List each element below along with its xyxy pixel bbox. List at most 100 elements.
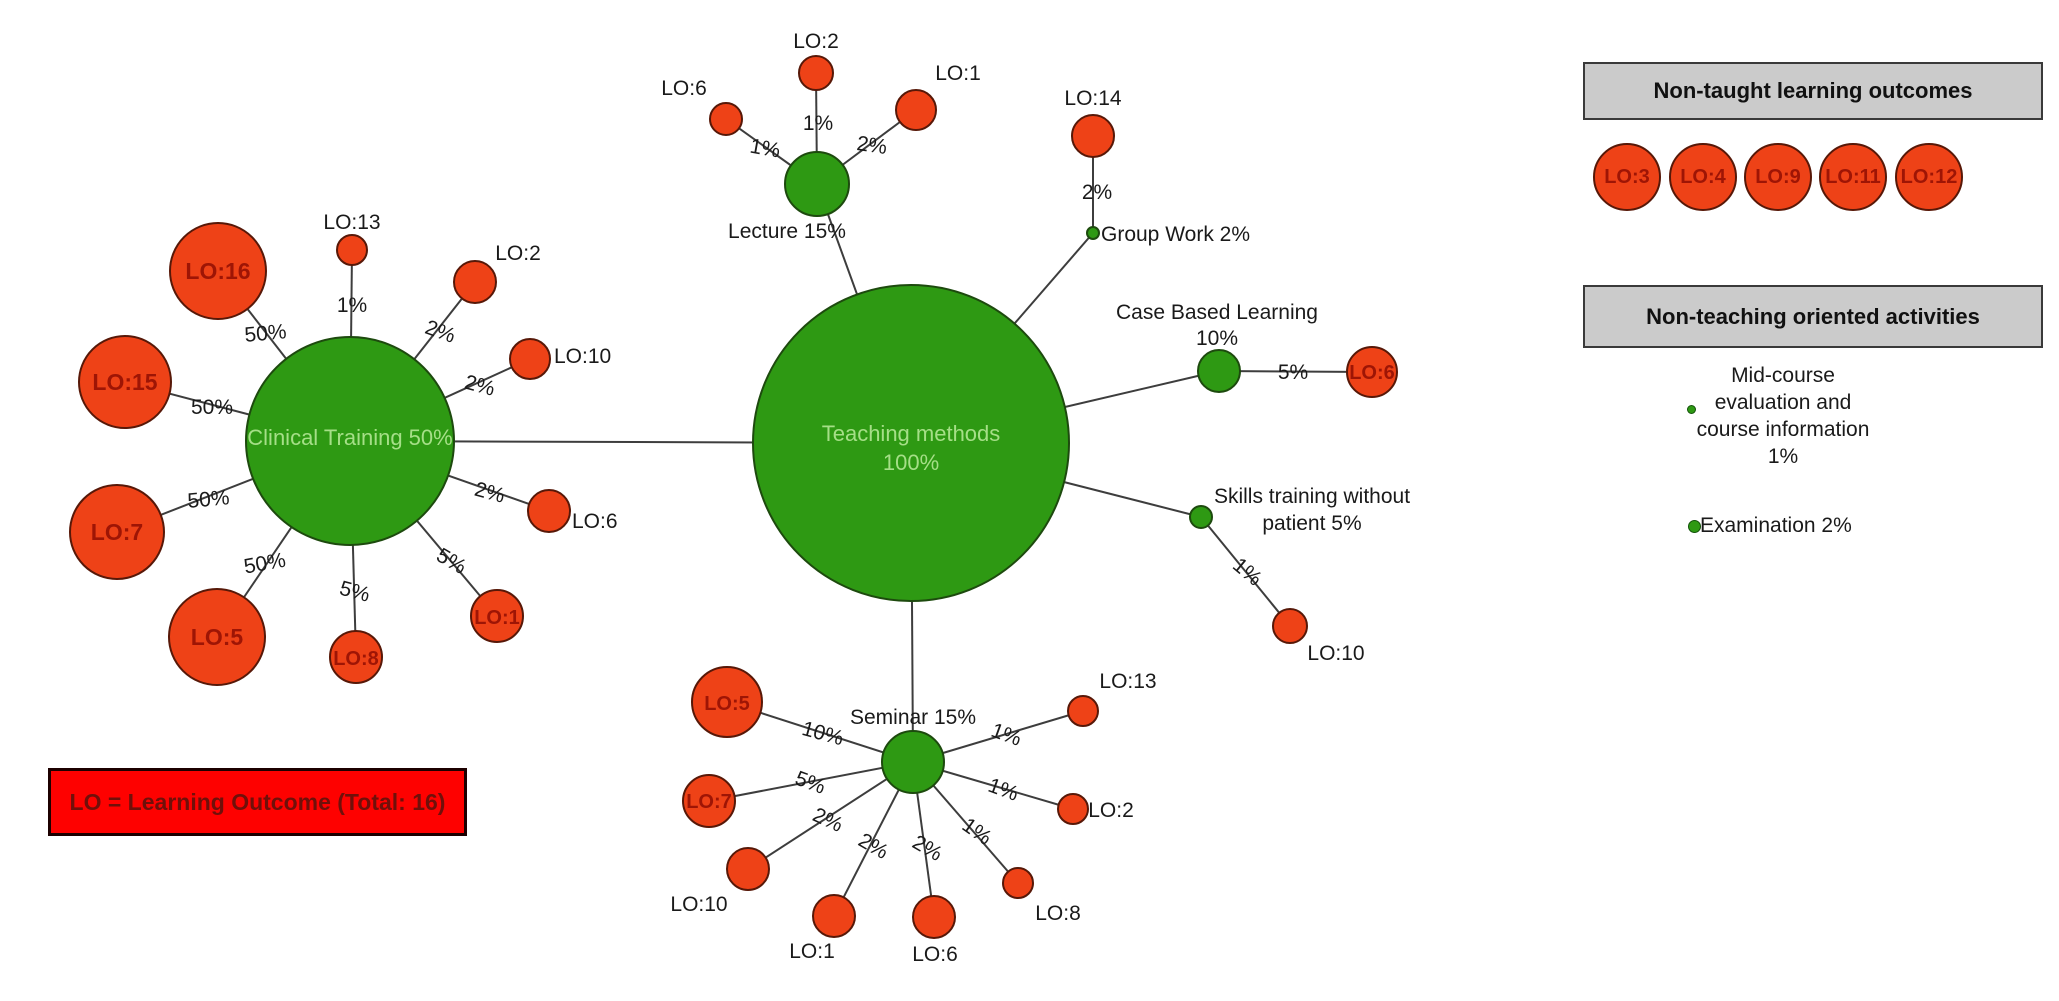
label-lo6c: LO:6	[572, 510, 618, 533]
node-lo5s	[691, 666, 763, 738]
mid-course-evaluation-label: Mid-course evaluation and course informati…	[1653, 362, 1913, 470]
node-cbl	[1197, 349, 1241, 393]
edge-label-groupwork-lo14: 2%	[1082, 181, 1112, 204]
edge-label-seminar-lo7s: 5%	[792, 767, 828, 799]
node-lo6s	[912, 895, 956, 939]
label-groupwork: Group Work 2%	[1101, 223, 1250, 246]
non-taught-panel-header: Non-taught learning outcomes	[1583, 62, 2043, 120]
node-lo10c	[509, 338, 551, 380]
label-lo7c: LO:7	[91, 519, 143, 545]
label-cbl-line2: 10%	[1196, 327, 1238, 350]
label-lo10s: LO:10	[1307, 642, 1364, 665]
edge-label-seminar-lo13s: 1%	[988, 719, 1024, 751]
mid-course-line: Mid-course	[1731, 364, 1835, 387]
edge-seminar-lo7s	[708, 761, 914, 802]
node-lo7c	[69, 484, 165, 580]
node-lo13s	[1067, 695, 1099, 727]
legend-node-lo-12: LO:12	[1895, 143, 1963, 211]
label-skills-line2: patient 5%	[1262, 512, 1361, 535]
node-lo1s	[812, 894, 856, 938]
node-lo2s	[1057, 793, 1089, 825]
label-lo8s: LO:8	[1035, 902, 1081, 925]
label-lo10sem: LO:10	[670, 893, 727, 916]
mid-course-line: 1%	[1767, 445, 1799, 468]
edge-label-seminar-lo2s: 1%	[985, 774, 1021, 806]
node-lo2l	[798, 55, 834, 91]
node-lo1l	[895, 89, 937, 131]
edge-label-clinical-lo6c: 2%	[472, 478, 507, 508]
label-lecture: Lecture 15%	[728, 220, 846, 243]
node-lo15	[78, 335, 172, 429]
edge-label-clinical-lo1c: 5%	[432, 544, 470, 579]
label-cbl-line1: Case Based Learning	[1116, 301, 1318, 324]
edge-label-lecture-lo1l: 2%	[855, 132, 888, 159]
edge-label-clinical-lo10c: 2%	[462, 371, 497, 401]
node-lo13c	[336, 234, 368, 266]
edge-skills-lo10s	[1200, 516, 1291, 627]
node-lo16	[169, 222, 267, 320]
edge-label-skills-lo10s: 1%	[1228, 553, 1266, 590]
edge-label-clinical-lo8c: 5%	[337, 577, 372, 607]
node-lo2c	[453, 260, 497, 304]
label-lo2s: LO:2	[1088, 799, 1134, 822]
node-seminar	[881, 730, 945, 794]
non-teaching-title: Non-teaching oriented activities	[1646, 303, 1980, 329]
edge-label-cbl-lo6cb: 5%	[1278, 361, 1308, 384]
legend-node-lo-11: LO:11	[1819, 143, 1887, 211]
edge-label-clinical-lo5c: 50%	[242, 549, 287, 579]
label-lo6cb: LO:6	[1349, 362, 1395, 384]
edge-label-lecture-lo2l: 1%	[803, 112, 833, 135]
label-lo16: LO:16	[185, 258, 250, 284]
edge-seminar-lo10sem	[747, 761, 914, 870]
node-lo1c	[470, 589, 524, 643]
node-lo14	[1071, 114, 1115, 158]
label-lo8c: LO:8	[333, 648, 379, 670]
node-clinical	[245, 336, 455, 546]
label-lo15: LO:15	[92, 369, 157, 395]
examination-label: Examination 2%	[1700, 514, 1852, 537]
examination-dot	[1687, 519, 1701, 533]
edge-label-clinical-lo7c: 50%	[186, 486, 230, 513]
edge-label-lecture-lo6l: 1%	[748, 135, 782, 163]
edge-label-seminar-lo6s: 2%	[908, 831, 946, 866]
node-lo8c	[329, 630, 383, 684]
label-lo13c: LO:13	[323, 211, 380, 234]
node-teaching	[752, 284, 1070, 602]
node-lo7s	[682, 774, 736, 828]
label-teaching-line2: 100%	[883, 450, 939, 475]
label-skills-line1: Skills training without	[1214, 485, 1410, 508]
legend-node-lo-3: LO:3	[1593, 143, 1661, 211]
node-skills	[1189, 505, 1213, 529]
non-teaching-panel-header: Non-teaching oriented activities	[1583, 285, 2043, 348]
node-lo6l	[709, 102, 743, 136]
lo-note-box: LO = Learning Outcome (Total: 16)	[48, 768, 467, 836]
label-lo10c: LO:10	[554, 345, 611, 368]
edge-label-clinical-lo13c: 1%	[337, 294, 367, 317]
edge-label-seminar-lo1s: 2%	[854, 829, 892, 864]
legend-node-lo-4: LO:4	[1669, 143, 1737, 211]
mid-course-dot	[1686, 404, 1696, 414]
label-lo1l: LO:1	[935, 62, 981, 85]
node-lo8s	[1002, 867, 1034, 899]
label-lo2l: LO:2	[793, 30, 839, 53]
label-lo13s: LO:13	[1099, 670, 1156, 693]
label-lo6s: LO:6	[912, 943, 958, 966]
label-lo2c: LO:2	[495, 242, 541, 265]
node-lo10s	[1272, 608, 1308, 644]
node-lo5c	[168, 588, 266, 686]
non-taught-title: Non-taught learning outcomes	[1653, 78, 1973, 103]
node-lecture	[784, 151, 850, 217]
legend-node-lo-9: LO:9	[1744, 143, 1812, 211]
node-groupwork	[1086, 226, 1100, 240]
node-lo6cb	[1346, 346, 1398, 398]
label-lo5s: LO:5	[704, 693, 750, 715]
label-teaching-line1: Teaching methods	[822, 421, 1001, 446]
node-lo10sem	[726, 847, 770, 891]
label-lo6l: LO:6	[661, 77, 707, 100]
edge-label-clinical-lo16: 50%	[243, 320, 287, 347]
label-lo1s: LO:1	[789, 940, 835, 963]
mid-course-line: evaluation and	[1714, 391, 1852, 414]
label-clinical: Clinical Training 50%	[247, 425, 452, 450]
